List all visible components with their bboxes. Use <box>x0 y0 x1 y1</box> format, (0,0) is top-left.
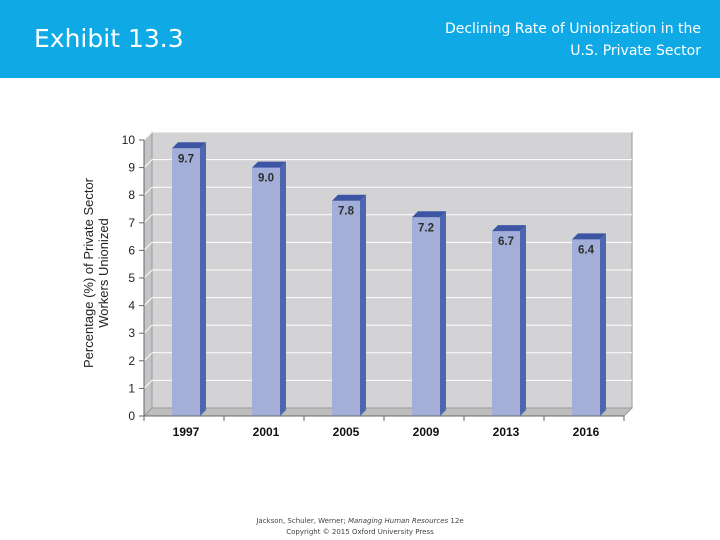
x-axis: 1997 2001 2005 2009 2013 2016 <box>143 415 625 439</box>
bar-side-2009 <box>440 211 446 416</box>
bar-1997 <box>172 148 200 416</box>
bar-value-label: 7.2 <box>418 222 434 234</box>
bars: 9.7 9.0 7.8 7.2 6.7 6.4 <box>172 142 606 416</box>
x-tick-label: 1997 <box>173 425 200 439</box>
plot-floor <box>142 407 634 417</box>
exhibit-label: Exhibit 13.3 <box>34 24 184 53</box>
y-tick-label: 2 <box>128 354 135 368</box>
footer-line2: Copyright © 2015 Oxford University Press <box>286 528 434 536</box>
y-tick-label: 5 <box>128 271 135 285</box>
y-tick-label: 6 <box>128 243 135 257</box>
y-axis: 0 1 2 3 4 5 6 7 8 9 10 <box>122 133 145 423</box>
y-tick-label: 9 <box>128 161 135 175</box>
bar-side-2001 <box>280 161 286 416</box>
y-axis-label-line2: Workers Unionized <box>96 218 111 328</box>
bar-side-1997 <box>200 142 206 416</box>
y-tick-label: 0 <box>128 409 135 423</box>
grid-line-side <box>143 242 153 251</box>
bar-top-2005 <box>332 194 366 201</box>
bar-top-2016 <box>572 233 606 240</box>
x-tick-label: 2009 <box>413 425 440 439</box>
bar-top-2013 <box>492 225 526 232</box>
chart-title-line2: U.S. Private Sector <box>570 43 701 59</box>
grid-line-side <box>143 131 153 141</box>
chart-title-line1: Declining Rate of Unionization in the <box>444 21 701 37</box>
bar-value-label: 6.4 <box>578 244 595 256</box>
grid-line-side <box>143 186 153 196</box>
y-tick-label: 10 <box>122 133 136 147</box>
y-tick-label: 4 <box>128 299 135 313</box>
bar-side-2016 <box>600 233 606 416</box>
bar-side-2013 <box>520 225 526 416</box>
bar-top-1997 <box>172 142 206 149</box>
grid-line-side <box>143 324 153 334</box>
plot-area <box>142 130 634 418</box>
grid-line-side <box>143 214 153 224</box>
bar-2005 <box>332 200 360 416</box>
bar-value-label: 9.0 <box>258 173 274 185</box>
y-tick-label: 1 <box>128 381 135 395</box>
bar-2013 <box>492 231 520 416</box>
bar-top-2001 <box>252 161 286 168</box>
bar-value-label: 7.8 <box>338 206 355 218</box>
grid-line-side <box>143 159 153 168</box>
y-tick-label: 3 <box>128 326 135 340</box>
bar-2016 <box>572 239 600 416</box>
grid-lines <box>143 131 632 389</box>
footer-citation: Jackson, Schuler, Werner; Managing Human… <box>0 516 720 538</box>
y-tick-label: 8 <box>128 188 135 202</box>
y-tick-label: 7 <box>128 216 135 230</box>
bar-value-label: 9.7 <box>178 153 194 165</box>
bar-side-2005 <box>360 194 366 416</box>
x-tick-label: 2016 <box>573 425 600 439</box>
header-banner: Exhibit 13.3 Declining Rate of Unionizat… <box>0 0 720 78</box>
x-tick-label: 2005 <box>333 425 360 439</box>
bar-2001 <box>252 167 280 416</box>
bar-value-label: 6.7 <box>498 236 514 248</box>
footer-line1: Jackson, Schuler, Werner; Managing Human… <box>256 517 464 525</box>
grid-line-side <box>143 380 153 389</box>
bar-top-2009 <box>412 211 446 218</box>
x-tick-label: 2013 <box>493 425 520 439</box>
x-tick-label: 2001 <box>253 425 280 439</box>
y-axis-label-line1: Percentage (%) of Private Sector <box>81 177 96 368</box>
grid-line-side <box>143 297 153 306</box>
grid-line-side <box>143 352 153 362</box>
bar-2009 <box>412 217 440 416</box>
chart-title: Declining Rate of Unionization in the U.… <box>381 18 701 62</box>
grid-line-side <box>143 269 153 279</box>
